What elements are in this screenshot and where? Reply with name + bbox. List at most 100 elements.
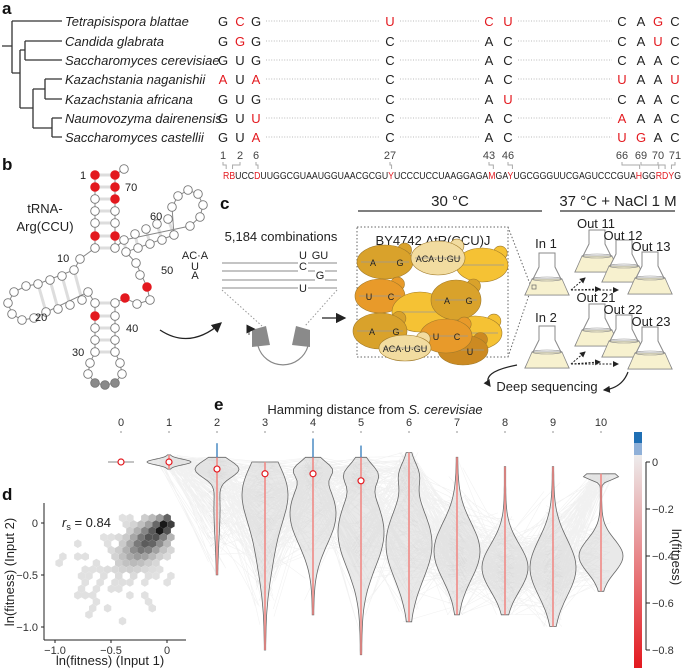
hexbin-cell [152,571,160,581]
nucleotide: C [670,34,679,49]
nucleotide [65,300,75,310]
position-number: 2 [237,150,243,162]
hexbin-cell [96,578,104,587]
nucleotide: A [252,72,261,87]
flask-icon: Out 23 [627,314,673,370]
species-name: Saccharomyces cerevisiae [65,53,220,68]
position-label-1: 1 [80,170,86,182]
nucleotide [110,243,120,253]
flask-label: Out 13 [631,239,670,254]
deep-sequencing-label: Deep sequencing [496,379,597,394]
hexbin-cell [89,591,97,600]
nucleotide: U [503,14,512,29]
nucleotide [90,335,100,345]
hexbin-cell [122,520,130,529]
cell-label: C [454,332,461,342]
r-value: = 0.84 [71,515,111,530]
varied-nucleotide [110,231,120,241]
hexbin-cell [141,513,149,523]
sequence-segment: UCC [235,171,254,182]
library-nucleotide: U [299,283,307,295]
hexbin-cell [156,565,164,574]
nucleotide [90,378,100,388]
nucleotide [83,287,93,297]
nucleotide [131,258,141,268]
nucleotide [119,164,129,174]
position-number: 43 [483,150,495,162]
hexbin-cell [107,545,115,555]
x-axis-label: ln(fitness) (Input 1) [56,653,164,668]
library-nucleotide: U [299,250,307,262]
hexbin-cell [126,513,134,523]
nucleotide: U [503,92,512,107]
nucleotide: G [218,111,228,126]
trna-structure-panel: tRNA- Arg(CCU) 1 70 10 20 30 40 50 60 [3,164,222,390]
title-species: S. cerevisiae [408,402,482,417]
hexbin-cell [144,558,153,568]
nucleotide [115,358,125,368]
nucleotide [110,298,120,308]
cell-label: ACA·U·GU [383,344,428,354]
hexbin-cell [81,578,89,587]
hexbin-cell [115,545,123,555]
y-tick-label: 0 [32,518,38,530]
nucleotide: C [670,53,679,68]
hamming-tick-label: 6 [406,417,412,429]
nucleotide: C [503,130,512,145]
flask-icon: Out 13 [627,239,673,295]
flask-icon: In 1 [524,236,570,296]
nucleotide: U [653,34,662,49]
median-marker [309,470,317,478]
hexbin-cell [59,552,67,561]
hexbin-cell [92,584,101,594]
nucleotide [90,206,100,216]
varied-nucleotide [90,231,100,241]
hexbin-cell [148,539,156,548]
nucleotide: A [485,34,494,49]
nucleotide: A [485,72,494,87]
nucleotide [132,299,142,309]
hexbin-scatter-panel: −1.0 −0.5 0 0 −0.5 −1.0 rs = 0.84 ln(fitness)… [2,503,186,668]
nucleotide [167,202,177,212]
nucleotide: A [485,92,494,107]
yeast-cell-icon: ACA·U·GU [410,238,466,276]
flask-label: Out 22 [603,302,642,317]
median-marker [261,470,269,478]
nucleotide: A [618,111,627,126]
hexbin-cell [118,539,127,548]
hexbin-cell [107,584,115,594]
hexbin-cell [107,533,115,542]
species-name: Tetrapisispora blattae [65,14,189,29]
library-nucleotide: C [299,261,307,273]
hexbin-cell [144,545,153,555]
nucleotide: U [235,92,244,107]
colorbar-tick-label: −0.2 [652,504,674,516]
nucleotide [195,212,205,222]
nucleotide: A [637,34,646,49]
r-symbol: r [62,515,67,530]
hexbin-cell [126,552,134,561]
x-tick-label: −0.5 [100,645,122,657]
genotype-connection-lines [158,454,227,575]
alignment-panel: Tetrapisispora blattae G C G U C U C A G CCandida … [2,14,681,182]
hexbin-cell [163,552,171,561]
nucleotide: C [235,14,244,29]
nucleotide: G [218,130,228,145]
nucleotide [110,206,120,216]
sequence-segment: GG [642,171,656,182]
hexbin-cell [141,578,149,587]
nucleotide [33,279,43,289]
nucleotide [193,189,203,199]
nucleotide: U [385,14,394,29]
hexbin-cell [89,565,97,574]
nucleotide [110,347,120,357]
varied-nucleotide [90,311,100,321]
panel-label-b: b [2,155,12,174]
hexbin-cell [141,526,149,536]
nucleotide: A [654,92,663,107]
nucleotide [157,235,167,245]
library-nucleotide: AC·A [182,250,209,262]
median-marker [357,477,365,485]
hexbin-cell [118,578,127,587]
